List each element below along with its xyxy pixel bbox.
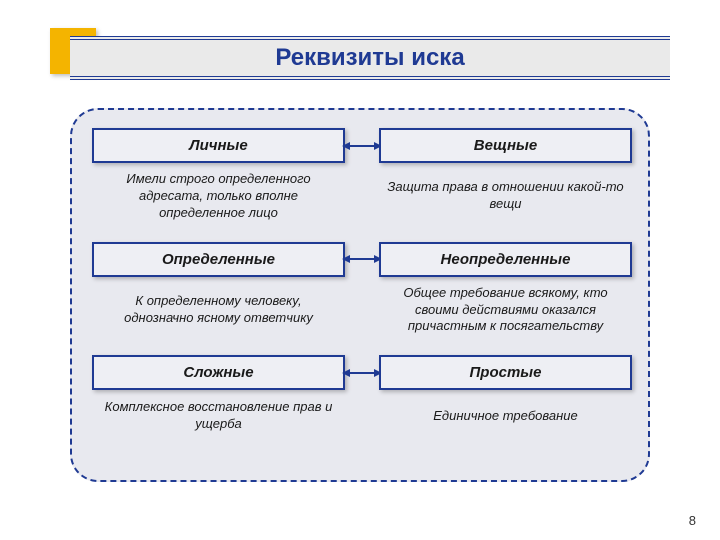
connector-0 <box>342 143 382 149</box>
cell-right-header-0: Вещные <box>379 128 632 163</box>
grid: Личные Вещные Имели строго определенного… <box>92 128 632 454</box>
cell-right-body-1: Общее требование всякому, кто своими дей… <box>379 281 632 344</box>
row-2-body: Комплексное восстановление прав и ущерба… <box>92 394 632 442</box>
row-1-body: К определенному человеку, однозначно ясн… <box>92 281 632 344</box>
row-2-header: Сложные Простые <box>92 355 632 390</box>
connector-1 <box>342 256 382 262</box>
cell-left-body-2: Комплексное восстановление прав и ущерба <box>92 394 345 442</box>
title-region: Реквизиты иска <box>50 28 670 84</box>
cell-left-header-0: Личные <box>92 128 345 163</box>
cell-left-header-2: Сложные <box>92 355 345 390</box>
cell-right-header-2: Простые <box>379 355 632 390</box>
title-bar: Реквизиты иска <box>70 36 670 80</box>
content-panel: Личные Вещные Имели строго определенного… <box>70 108 650 482</box>
row-0-body: Имели строго определенного адресата, тол… <box>92 167 632 230</box>
cell-left-body-0: Имели строго определенного адресата, тол… <box>92 167 345 230</box>
connector-2 <box>342 370 382 376</box>
slide-title: Реквизиты иска <box>275 44 464 72</box>
row-0-header: Личные Вещные <box>92 128 632 163</box>
cell-right-body-0: Защита права в отношении какой-то вещи <box>379 174 632 222</box>
cell-right-header-1: Неопределенные <box>379 242 632 277</box>
page-number: 8 <box>689 513 696 528</box>
cell-left-body-1: К определенному человеку, однозначно ясн… <box>92 288 345 336</box>
cell-left-header-1: Определенные <box>92 242 345 277</box>
row-1-header: Определенные Неопределенные <box>92 242 632 277</box>
cell-right-body-2: Единичное требование <box>379 394 632 442</box>
